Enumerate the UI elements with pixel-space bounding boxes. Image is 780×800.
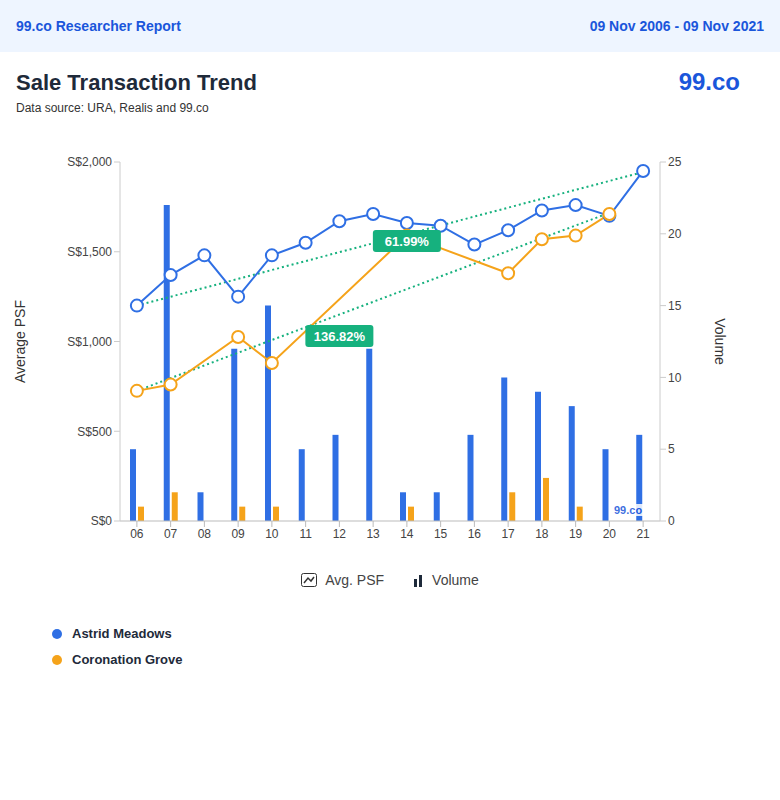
svg-text:07: 07 [164, 527, 178, 541]
svg-text:21: 21 [636, 527, 650, 541]
svg-text:15: 15 [434, 527, 448, 541]
svg-text:Volume: Volume [712, 318, 728, 365]
svg-text:16: 16 [468, 527, 482, 541]
svg-text:S$2,000: S$2,000 [67, 155, 112, 169]
html-text:Coronation Grove: Coronation Grove [72, 652, 183, 667]
svg-text:11: 11 [299, 527, 312, 541]
svg-text:15: 15 [668, 299, 682, 313]
svg-text:08: 08 [198, 527, 212, 541]
svg-text:20: 20 [668, 227, 682, 241]
svg-text:25: 25 [668, 155, 682, 169]
html-text:09 Nov 2006 - 09 Nov 2021: 09 Nov 2006 - 09 Nov 2021 [589, 18, 764, 34]
svg-text:13: 13 [366, 527, 380, 541]
html-text:Data source: URA, Realis and 9: Data source: URA, Realis and 99.co [16, 101, 209, 115]
svg-text:09: 09 [231, 527, 245, 541]
html-text:Volume: Volume [432, 572, 479, 588]
html-text:99.co Researcher Report: 99.co Researcher Report [16, 18, 181, 34]
svg-text:10: 10 [668, 371, 682, 385]
svg-text:18: 18 [535, 527, 549, 541]
svg-text:S$1,000: S$1,000 [67, 335, 112, 349]
svg-text:5: 5 [668, 442, 675, 456]
svg-text:61.99%: 61.99% [385, 234, 430, 249]
svg-text:S$500: S$500 [77, 425, 112, 439]
svg-text:20: 20 [603, 527, 617, 541]
html-text:99.co: 99.co [614, 504, 643, 516]
html-text:Sale Transaction Trend: Sale Transaction Trend [16, 70, 257, 95]
svg-text:10: 10 [265, 527, 279, 541]
svg-text:19: 19 [569, 527, 583, 541]
svg-text:12: 12 [333, 527, 347, 541]
svg-text:136.82%: 136.82% [314, 329, 366, 344]
svg-text:S$1,500: S$1,500 [67, 245, 112, 259]
svg-text:S$0: S$0 [91, 514, 113, 528]
svg-text:17: 17 [501, 527, 515, 541]
html-text:Avg. PSF: Avg. PSF [325, 572, 385, 588]
svg-text:Average PSF: Average PSF [12, 300, 28, 383]
html-text:99.co: 99.co [678, 68, 740, 95]
svg-text:14: 14 [400, 527, 414, 541]
svg-text:06: 06 [130, 527, 144, 541]
html-text:Astrid Meadows: Astrid Meadows [72, 626, 172, 641]
svg-text:0: 0 [668, 514, 675, 528]
